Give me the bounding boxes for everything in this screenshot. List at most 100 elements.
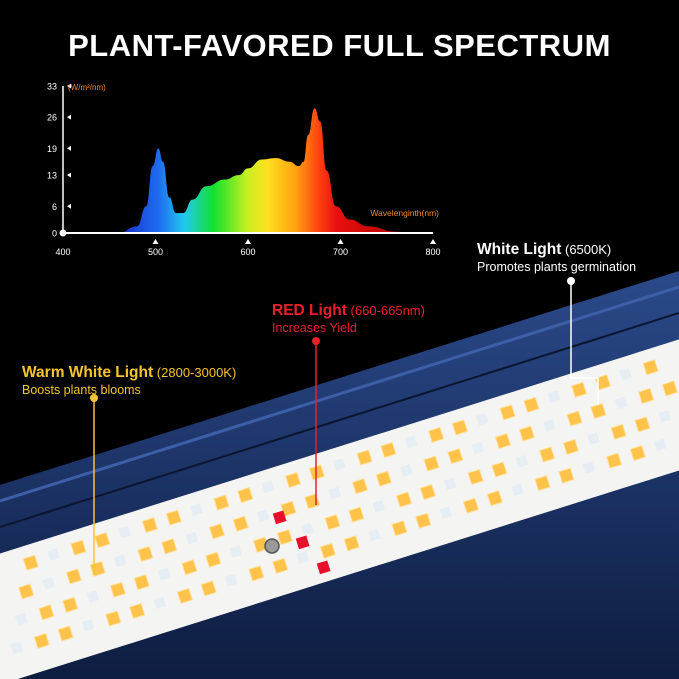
warm-led bbox=[447, 447, 464, 465]
warm-led bbox=[642, 359, 659, 376]
y-tick-label: 19 bbox=[47, 144, 57, 154]
led-panel bbox=[0, 339, 679, 679]
warm-led bbox=[109, 581, 127, 598]
x-tick-label: 500 bbox=[148, 247, 163, 257]
warm-led bbox=[570, 381, 588, 398]
white-led bbox=[10, 641, 23, 655]
warm-led bbox=[343, 535, 360, 552]
warm-led bbox=[356, 449, 373, 466]
x-tick-label: 400 bbox=[55, 247, 70, 257]
warm-led bbox=[276, 528, 293, 546]
warm-led bbox=[395, 491, 413, 508]
warm-led bbox=[176, 587, 193, 605]
spectrum-area bbox=[118, 108, 406, 233]
x-axis-label: Wavelenginth(nm) bbox=[370, 208, 439, 218]
warm-light-desc: Boosts plants blooms bbox=[22, 383, 141, 397]
white-led bbox=[81, 619, 95, 632]
warm-led bbox=[161, 538, 178, 555]
white-led bbox=[14, 612, 28, 626]
warm-light-spec: (2800-3000K) bbox=[156, 365, 237, 380]
warm-led bbox=[375, 470, 392, 487]
warm-led bbox=[629, 444, 647, 462]
white-led bbox=[42, 576, 56, 590]
y-tick-marker bbox=[67, 145, 71, 151]
light-bar bbox=[0, 271, 679, 679]
warm-led bbox=[133, 574, 150, 591]
red-light-desc: Increases Yield bbox=[272, 321, 357, 335]
warm-led bbox=[137, 545, 154, 563]
warm-led bbox=[523, 396, 540, 414]
warm-led bbox=[141, 516, 159, 534]
warm-led bbox=[610, 423, 627, 441]
annotation-warm-white-light: Warm White Light (2800-3000K) Boosts pla… bbox=[22, 364, 236, 399]
white-light-desc: Promotes plants germination bbox=[477, 260, 637, 274]
warm-leader-dot bbox=[90, 394, 98, 402]
y-tick-marker bbox=[67, 83, 71, 89]
y-tick-marker bbox=[67, 172, 71, 178]
x-tick-label: 700 bbox=[333, 247, 348, 257]
white-led bbox=[582, 461, 596, 474]
warm-led bbox=[518, 425, 536, 442]
y-tick-label: 6 bbox=[52, 202, 57, 212]
white-led bbox=[654, 438, 667, 452]
y-tick-label: 0 bbox=[52, 229, 57, 239]
white-led bbox=[444, 477, 457, 491]
warm-led bbox=[427, 426, 445, 444]
warm-led bbox=[213, 494, 230, 511]
warm-led bbox=[208, 523, 226, 540]
white-led bbox=[515, 455, 529, 468]
x-tick-marker bbox=[337, 239, 344, 244]
warm-led bbox=[33, 632, 50, 650]
warm-led bbox=[558, 467, 575, 484]
white-led bbox=[86, 590, 100, 603]
annotation-white-light: White Light (6500K) Promotes plants germ… bbox=[477, 241, 636, 276]
warm-led bbox=[634, 416, 651, 433]
power-button[interactable] bbox=[264, 538, 280, 554]
warm-led bbox=[605, 452, 623, 469]
warm-led bbox=[380, 441, 397, 459]
warm-led bbox=[237, 486, 254, 504]
white-led bbox=[404, 435, 418, 449]
red-led bbox=[295, 535, 310, 550]
red-leds bbox=[272, 510, 331, 575]
warm-led bbox=[280, 500, 297, 517]
warm-led bbox=[205, 551, 222, 568]
white-led bbox=[333, 458, 346, 471]
warm-led bbox=[594, 374, 612, 391]
white-led bbox=[658, 409, 672, 423]
y-tick-label: 33 bbox=[47, 82, 57, 92]
red-led bbox=[272, 510, 287, 525]
warm-led bbox=[661, 380, 679, 397]
annotation-red-light: RED Light (660-665nm) Increases Yield bbox=[272, 302, 425, 337]
warm-led bbox=[62, 596, 79, 613]
origin-dot bbox=[59, 229, 67, 237]
white-led bbox=[614, 396, 628, 410]
white-light-spec: (6500K) bbox=[565, 242, 612, 257]
y-tick-label: 26 bbox=[47, 113, 57, 123]
white-led bbox=[296, 551, 310, 564]
white-led bbox=[328, 486, 342, 500]
warm-led bbox=[17, 583, 35, 600]
warm-led bbox=[65, 568, 82, 585]
white-led bbox=[224, 573, 238, 587]
y-axis-label: (W/m²/nm) bbox=[68, 83, 106, 92]
white-led bbox=[439, 506, 453, 519]
warm-led bbox=[415, 512, 432, 529]
white-led bbox=[301, 522, 314, 536]
warm-led bbox=[348, 506, 365, 523]
x-tick-marker bbox=[430, 239, 436, 244]
x-tick-marker bbox=[245, 239, 251, 244]
white-led bbox=[185, 531, 199, 545]
warm-led bbox=[499, 404, 516, 421]
white-led bbox=[47, 548, 60, 561]
red-light-label: RED Light bbox=[272, 302, 347, 319]
warm-led bbox=[419, 483, 437, 501]
warm-led bbox=[57, 625, 74, 642]
white-led bbox=[476, 412, 489, 426]
white-led bbox=[547, 390, 561, 403]
warm-led bbox=[538, 446, 556, 463]
white-led bbox=[619, 367, 632, 381]
warm-led bbox=[534, 475, 551, 492]
warm-led bbox=[165, 509, 182, 526]
